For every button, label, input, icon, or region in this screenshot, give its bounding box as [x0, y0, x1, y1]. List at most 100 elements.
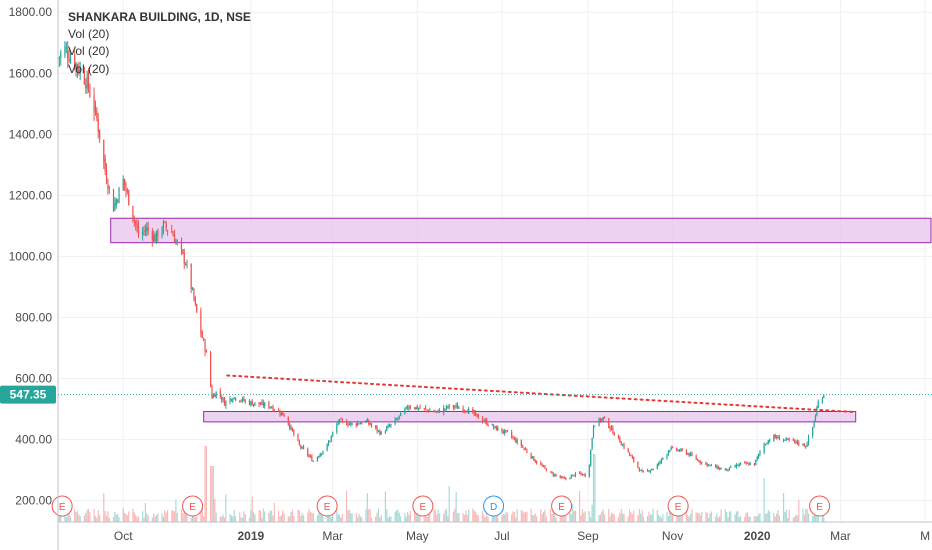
volume-bar	[58, 515, 60, 522]
candle-body	[563, 477, 565, 479]
candle-body	[183, 252, 185, 264]
candle-body	[798, 442, 800, 445]
candle-body	[763, 444, 765, 453]
candle-body	[135, 220, 137, 225]
volume-bar	[671, 511, 674, 522]
candle-body	[706, 463, 708, 466]
volume-bar	[516, 509, 518, 522]
volume-bar	[753, 516, 756, 522]
volume-bar	[79, 516, 81, 522]
volume-bar	[222, 514, 224, 522]
candle-body	[448, 404, 450, 408]
volume-bar	[377, 508, 380, 522]
volume-bar	[405, 516, 407, 522]
candle-body	[319, 453, 321, 457]
candle-body	[680, 449, 682, 451]
candle-body	[773, 435, 775, 442]
x-tick-label: 2019	[237, 529, 264, 543]
volume-bar	[398, 512, 400, 522]
volume-bar	[794, 516, 796, 522]
candle-body	[232, 399, 234, 402]
volume-bar	[522, 511, 524, 522]
volume-bar	[348, 509, 350, 522]
volume-bar	[64, 513, 66, 522]
candle-body	[258, 402, 260, 405]
candle-body	[562, 477, 564, 479]
volume-bar	[502, 513, 504, 522]
candle-body	[250, 401, 252, 405]
candle-body	[491, 424, 493, 426]
candle-body	[359, 422, 362, 425]
volume-bar	[724, 509, 726, 522]
volume-bar	[68, 510, 70, 522]
candle-body	[678, 450, 681, 452]
candle-body	[495, 425, 497, 431]
volume-bar	[200, 508, 202, 522]
candle-body	[369, 423, 371, 425]
volume-bar	[662, 514, 664, 522]
y-tick-label: 800.00	[15, 310, 52, 324]
candle-body	[404, 409, 406, 414]
volume-bar	[171, 510, 173, 522]
volume-bar	[802, 508, 804, 522]
volume-bar	[212, 466, 214, 522]
volume-bar	[748, 516, 750, 522]
volume-bar	[462, 513, 464, 522]
volume-bar	[584, 511, 586, 522]
volume-bar	[477, 515, 479, 522]
volume-bar	[727, 517, 729, 522]
volume-bar	[126, 515, 128, 522]
earnings-marker-label: E	[420, 502, 427, 513]
volume-bar	[322, 510, 324, 522]
volume-bar	[232, 516, 234, 522]
candle-body	[272, 406, 274, 411]
volume-bar	[436, 514, 438, 522]
candle-body	[427, 410, 430, 412]
candle-body	[243, 398, 245, 401]
candle-body	[540, 462, 542, 465]
candle-body	[114, 203, 116, 211]
candle-body	[253, 403, 255, 406]
candle-body	[419, 407, 421, 409]
candle-body	[594, 425, 596, 427]
candle-body	[122, 178, 124, 191]
volume-bar	[107, 511, 109, 522]
volume-bar	[612, 513, 614, 522]
volume-bar	[416, 512, 418, 522]
candle-body	[244, 400, 246, 402]
volume-bar	[680, 513, 682, 522]
candle-body	[573, 475, 575, 477]
volume-bar	[287, 516, 289, 522]
volume-bar	[78, 514, 80, 522]
candle-body	[309, 455, 312, 457]
volume-bar	[627, 516, 629, 522]
volume-bar	[307, 512, 309, 522]
volume-bar	[738, 517, 740, 522]
candle-body	[365, 420, 367, 423]
volume-bar	[533, 515, 535, 522]
candle-body	[710, 464, 713, 466]
volume-bar	[696, 512, 699, 522]
candle-body	[261, 402, 263, 405]
volume-bar	[506, 512, 509, 522]
volume-bar	[512, 511, 514, 522]
candle-body	[516, 440, 518, 443]
volume-bar	[728, 511, 731, 522]
volume-bar	[766, 512, 768, 522]
volume-bar	[617, 516, 620, 522]
candle-body	[749, 463, 751, 465]
candle-body	[598, 418, 600, 426]
candle-body	[695, 455, 697, 460]
volume-bar	[739, 516, 742, 522]
candle-body	[666, 453, 668, 459]
volume-bar	[454, 508, 456, 522]
volume-bar	[86, 509, 88, 522]
candle-body	[203, 338, 205, 341]
volume-bar	[552, 508, 554, 522]
candle-body	[297, 433, 299, 441]
volume-bar	[269, 510, 271, 522]
x-tick-label: M	[920, 529, 930, 543]
candle-body	[719, 467, 721, 470]
volume-bar	[186, 515, 188, 522]
